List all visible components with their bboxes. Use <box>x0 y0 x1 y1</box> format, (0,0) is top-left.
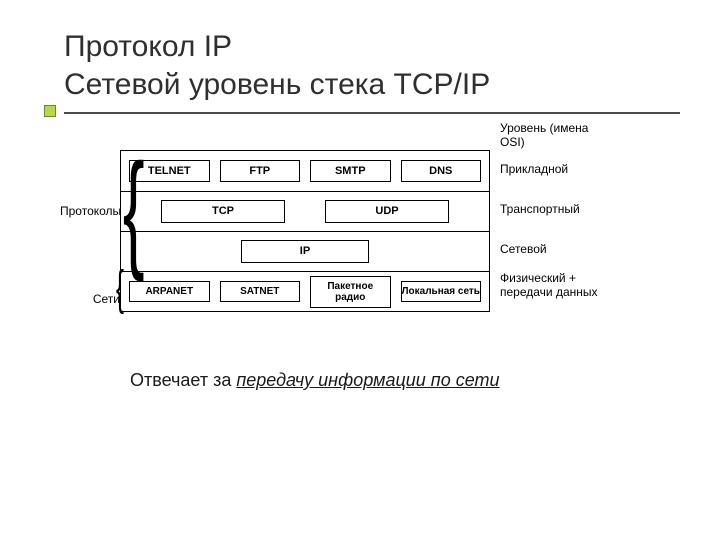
caption-emphasis: передачу информации по сети <box>236 370 499 390</box>
proto-telnet: TELNET <box>129 160 210 182</box>
net-arpanet: ARPANET <box>129 281 210 302</box>
proto-udp: UDP <box>325 200 449 222</box>
caption-prefix: Отвечает за <box>130 370 236 390</box>
proto-dns: DNS <box>401 160 482 182</box>
title-underline <box>64 112 680 114</box>
left-label-networks: Сети <box>60 292 120 306</box>
proto-tcp: TCP <box>161 200 285 222</box>
layer-table: TELNET FTP SMTP DNS TCP UDP IP ARPANET S… <box>120 150 490 312</box>
layer-row-network: IP <box>121 231 489 271</box>
net-lan: Локальная сеть <box>401 281 482 302</box>
proto-smtp: SMTP <box>310 160 391 182</box>
title-line-1: Протокол IP <box>64 28 680 66</box>
layer-row-transport: TCP UDP <box>121 191 489 231</box>
layer-row-physical: ARPANET SATNET Пакетное радио Локальная … <box>121 271 489 311</box>
right-label-application: Прикладной <box>500 162 568 176</box>
right-header: Уровень (имена OSI) <box>500 122 610 150</box>
layer-row-application: TELNET FTP SMTP DNS <box>121 151 489 191</box>
right-label-physical: Физический + передачи данных <box>500 272 610 300</box>
caption: Отвечает за передачу информации по сети <box>130 370 500 391</box>
proto-ftp: FTP <box>220 160 301 182</box>
right-label-network: Сетевой <box>500 242 547 256</box>
left-label-protocols: Протоколы <box>60 204 120 218</box>
net-packet-radio: Пакетное радио <box>310 276 391 308</box>
slide-title: Протокол IP Сетевой уровень стека TCP/IP <box>64 28 680 103</box>
right-label-transport: Транспортный <box>500 202 580 216</box>
title-line-2: Сетевой уровень стека TCP/IP <box>64 66 680 104</box>
net-satnet: SATNET <box>220 281 301 302</box>
proto-ip: IP <box>241 240 369 262</box>
title-bullet <box>44 105 56 117</box>
